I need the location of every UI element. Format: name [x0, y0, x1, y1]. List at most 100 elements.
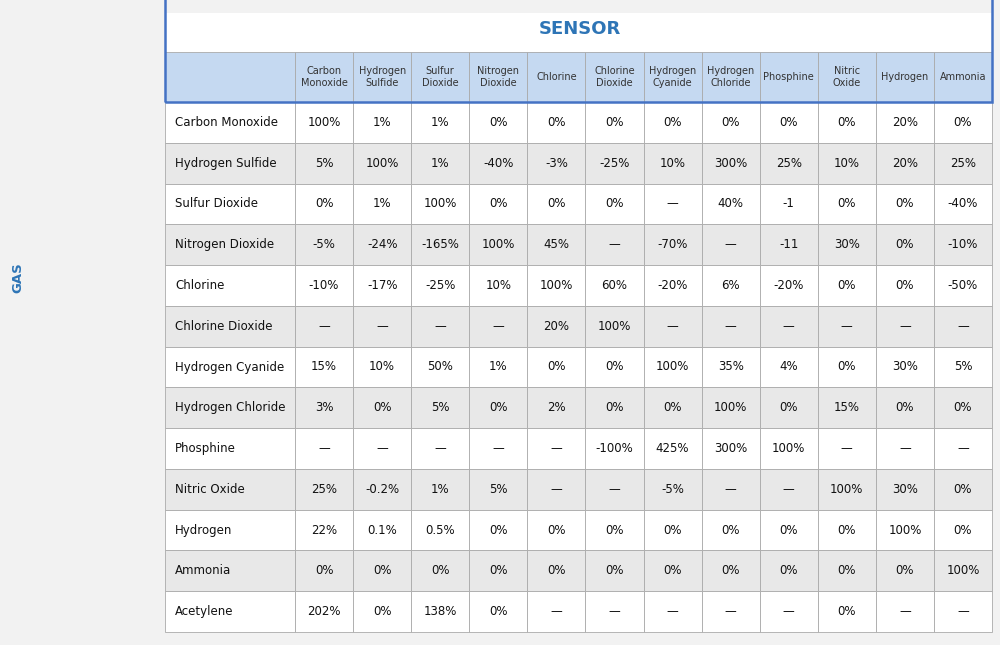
- Text: 0%: 0%: [779, 564, 798, 577]
- Text: 45%: 45%: [543, 238, 569, 251]
- Bar: [165, 469, 295, 510]
- Bar: [295, 52, 353, 102]
- Bar: [527, 428, 585, 469]
- Text: -11: -11: [779, 238, 798, 251]
- Bar: [527, 224, 585, 265]
- Text: Chlorine
Dioxide: Chlorine Dioxide: [594, 66, 635, 88]
- Bar: [585, 265, 644, 306]
- Text: —: —: [725, 238, 736, 251]
- Bar: [585, 346, 644, 388]
- Bar: [353, 428, 411, 469]
- Text: —: —: [667, 320, 678, 333]
- Text: 100%: 100%: [307, 116, 341, 129]
- Text: 100%: 100%: [482, 238, 515, 251]
- Text: 22%: 22%: [311, 524, 337, 537]
- Bar: [702, 428, 760, 469]
- Text: 100%: 100%: [540, 279, 573, 292]
- Text: 0%: 0%: [547, 524, 566, 537]
- Bar: [469, 388, 527, 428]
- Text: -0.2%: -0.2%: [365, 483, 399, 496]
- Text: Nitrogen Dioxide: Nitrogen Dioxide: [175, 238, 274, 251]
- Text: -3%: -3%: [545, 157, 568, 170]
- Text: Phosphine: Phosphine: [175, 442, 236, 455]
- Bar: [760, 428, 818, 469]
- Bar: [644, 143, 702, 184]
- Bar: [411, 591, 469, 632]
- Bar: [876, 224, 934, 265]
- Bar: [295, 550, 353, 591]
- Bar: [295, 102, 353, 143]
- Bar: [818, 102, 876, 143]
- Bar: [295, 428, 353, 469]
- Bar: [876, 184, 934, 224]
- Text: 20%: 20%: [892, 116, 918, 129]
- Bar: [585, 52, 644, 102]
- Text: -50%: -50%: [948, 279, 978, 292]
- Text: -100%: -100%: [596, 442, 633, 455]
- Bar: [818, 184, 876, 224]
- Text: —: —: [550, 605, 562, 618]
- Bar: [702, 184, 760, 224]
- Text: 0%: 0%: [315, 564, 333, 577]
- Text: 0%: 0%: [663, 401, 682, 414]
- Text: —: —: [667, 605, 678, 618]
- Text: 100%: 100%: [365, 157, 399, 170]
- Bar: [934, 224, 992, 265]
- Text: Hydrogen: Hydrogen: [881, 72, 928, 82]
- Bar: [876, 469, 934, 510]
- Text: -20%: -20%: [657, 279, 688, 292]
- Text: -25%: -25%: [599, 157, 630, 170]
- Text: —: —: [841, 320, 853, 333]
- Bar: [295, 52, 992, 102]
- Bar: [876, 102, 934, 143]
- Text: 100%: 100%: [772, 442, 805, 455]
- Bar: [760, 550, 818, 591]
- Bar: [876, 510, 934, 550]
- Text: 0%: 0%: [663, 564, 682, 577]
- Bar: [585, 591, 644, 632]
- Text: 0%: 0%: [489, 524, 508, 537]
- Bar: [876, 550, 934, 591]
- Bar: [469, 469, 527, 510]
- Text: 0%: 0%: [547, 361, 566, 373]
- Text: 3%: 3%: [315, 401, 333, 414]
- Bar: [165, 388, 295, 428]
- Text: 0%: 0%: [489, 605, 508, 618]
- Bar: [644, 52, 702, 102]
- Bar: [411, 388, 469, 428]
- Bar: [411, 306, 469, 346]
- Text: —: —: [434, 442, 446, 455]
- Bar: [411, 550, 469, 591]
- Bar: [469, 102, 527, 143]
- Bar: [760, 184, 818, 224]
- Bar: [876, 306, 934, 346]
- Bar: [934, 306, 992, 346]
- Text: 0%: 0%: [779, 116, 798, 129]
- Text: 1%: 1%: [431, 157, 450, 170]
- Bar: [760, 102, 818, 143]
- Bar: [818, 428, 876, 469]
- Bar: [295, 143, 353, 184]
- Text: -5%: -5%: [661, 483, 684, 496]
- Text: 0%: 0%: [954, 401, 972, 414]
- Bar: [469, 306, 527, 346]
- Bar: [469, 510, 527, 550]
- Text: 40%: 40%: [718, 197, 744, 210]
- Text: —: —: [609, 483, 620, 496]
- Text: 0%: 0%: [779, 524, 798, 537]
- Bar: [411, 184, 469, 224]
- Text: 50%: 50%: [427, 361, 453, 373]
- Text: 0%: 0%: [838, 116, 856, 129]
- Text: 20%: 20%: [892, 157, 918, 170]
- Text: 30%: 30%: [834, 238, 860, 251]
- Text: 0%: 0%: [547, 197, 566, 210]
- Bar: [585, 469, 644, 510]
- Text: 5%: 5%: [954, 361, 972, 373]
- Text: —: —: [376, 442, 388, 455]
- Bar: [702, 265, 760, 306]
- Text: 0%: 0%: [605, 524, 624, 537]
- Bar: [527, 184, 585, 224]
- Bar: [295, 591, 353, 632]
- Text: 138%: 138%: [424, 605, 457, 618]
- Text: —: —: [783, 605, 795, 618]
